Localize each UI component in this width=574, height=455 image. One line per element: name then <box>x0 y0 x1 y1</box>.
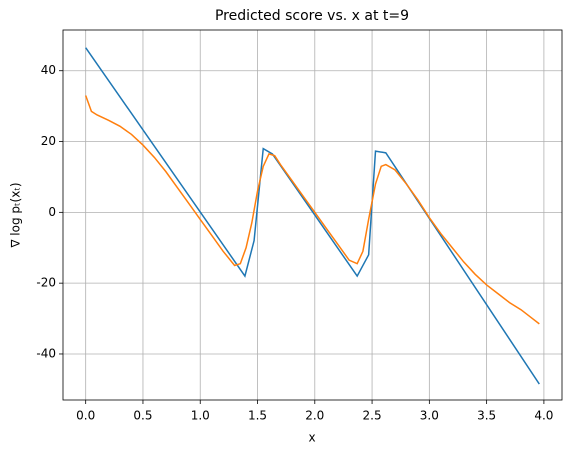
x-tick-label: 2.5 <box>363 409 382 423</box>
y-tick-label: -20 <box>36 276 56 290</box>
series-line <box>85 47 540 385</box>
series-line <box>84 95 540 325</box>
x-tick-label: 1.0 <box>191 409 210 423</box>
x-tick-label: 0.5 <box>133 409 152 423</box>
y-tick-label: 40 <box>41 63 56 77</box>
plot-frame <box>62 29 563 401</box>
x-tick-label: 1.5 <box>248 409 267 423</box>
x-tick-label: 3.0 <box>420 409 439 423</box>
x-axis-label: x <box>308 431 315 445</box>
x-tick-label: 2.0 <box>305 409 324 423</box>
y-tick-label: -40 <box>36 346 56 360</box>
y-tick-label: 0 <box>48 205 56 219</box>
y-axis-label: ∇ log pₜ(xₜ) <box>9 182 23 248</box>
x-tick-label: 0.0 <box>76 409 95 423</box>
x-tick-label: 3.5 <box>477 409 496 423</box>
x-tick-label: 4.0 <box>534 409 553 423</box>
chart-title: Predicted score vs. x at t=9 <box>215 8 409 24</box>
y-tick-label: 20 <box>41 134 56 148</box>
